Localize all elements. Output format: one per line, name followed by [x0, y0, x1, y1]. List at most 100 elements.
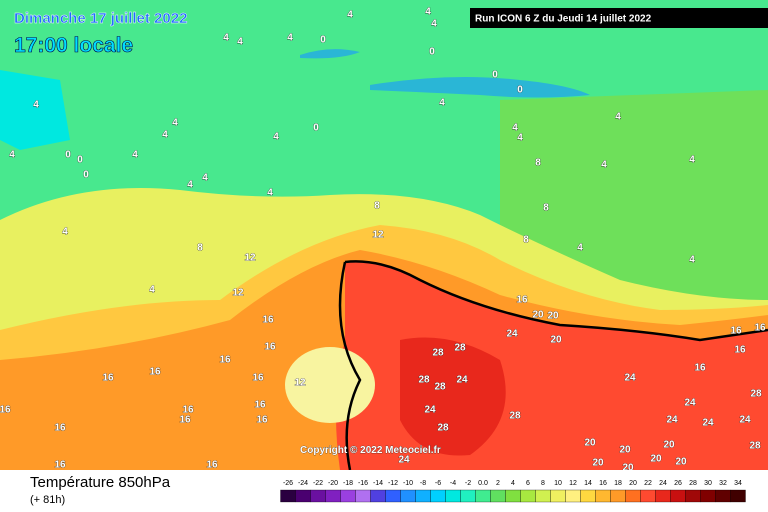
isotherm-label: 4: [512, 123, 518, 134]
hot-zone: [400, 337, 506, 456]
scale-label: -2: [465, 480, 471, 487]
isotherm-label: 4: [431, 19, 437, 30]
scale-swatch: [670, 489, 686, 503]
isotherm-label: 4: [425, 7, 431, 18]
isotherm-label: 16: [694, 363, 706, 374]
isotherm-label: 24: [398, 455, 410, 466]
scale-label: 0.0: [478, 480, 488, 487]
isotherm-label: 28: [434, 382, 446, 393]
scale-label: -24: [298, 480, 308, 487]
isotherm-label: 16: [734, 345, 746, 356]
isotherm-label: 24: [456, 375, 468, 386]
isotherm-label: 20: [550, 335, 562, 346]
isotherm-label: 12: [372, 230, 384, 241]
isotherm-line: [338, 261, 362, 471]
scale-swatch: [430, 489, 446, 503]
isotherm-label: 16: [516, 295, 528, 306]
isotherm-label: 24: [424, 405, 436, 416]
scale-swatch: [490, 489, 506, 503]
scale-swatch: [535, 489, 551, 503]
isotherm-label: 0: [313, 123, 319, 134]
isotherm-label: 16: [179, 415, 191, 426]
scale-swatch: [595, 489, 611, 503]
isotherm-label: 4: [9, 150, 15, 161]
isotherm-label: 16: [754, 323, 766, 334]
isotherm-label: 4: [202, 173, 208, 184]
legend-title: Température 850hPa: [30, 474, 171, 491]
isotherm-label: 24: [666, 415, 678, 426]
isotherm-label: 4: [517, 133, 523, 144]
isotherm-label: 28: [418, 375, 430, 386]
isotherm-label: 8: [535, 158, 541, 169]
scale-label: 30: [704, 480, 712, 487]
scale-swatch: [655, 489, 671, 503]
scale-label: -16: [358, 480, 368, 487]
scale-label: 34: [734, 480, 742, 487]
cold-zone: [370, 76, 590, 98]
isotherm-label: 16: [54, 460, 66, 471]
isotherm-label: 20: [650, 454, 662, 465]
isotherm-label: 16: [219, 355, 231, 366]
isotherm-label: 16: [252, 373, 264, 384]
scale-label: -22: [313, 480, 323, 487]
isotherm-label: 20: [619, 445, 631, 456]
isotherm-label: 28: [432, 348, 444, 359]
isotherm-label: 16: [254, 400, 266, 411]
scale-label: 14: [584, 480, 592, 487]
scale-label: -26: [283, 480, 293, 487]
isotherm-label: 28: [509, 411, 521, 422]
scale-label: 16: [599, 480, 607, 487]
isotherm-label: 4: [149, 285, 155, 296]
isotherm-label: 4: [689, 255, 695, 266]
scale-swatch: [295, 489, 311, 503]
scale-label: 20: [629, 480, 637, 487]
run-info: Run ICON 6 Z du Jeudi 14 juillet 2022: [475, 14, 652, 25]
isotherm-label: 12: [244, 253, 256, 264]
scale-swatch: [370, 489, 386, 503]
scale-label: -8: [420, 480, 426, 487]
cold-zone: [300, 49, 360, 59]
scale-swatch: [310, 489, 326, 503]
isotherm-label: 4: [237, 37, 243, 48]
isotherm-label: 4: [267, 188, 273, 199]
scale-swatch: [610, 489, 626, 503]
isotherm-label: 16: [256, 415, 268, 426]
isotherm-label: 4: [439, 98, 445, 109]
isotherm-label: 4: [162, 130, 168, 141]
isotherm-label: 12: [232, 288, 244, 299]
isotherm-label: 24: [506, 329, 518, 340]
isotherm-label: 16: [149, 367, 161, 378]
lead-time: (+ 81h): [30, 494, 65, 506]
isotherm-label: 8: [543, 203, 549, 214]
isotherm-label: 16: [182, 405, 194, 416]
scale-swatch: [355, 489, 371, 503]
copyright: Copyright © 2022 Meteociel.fr: [300, 445, 441, 456]
run-box: [470, 8, 768, 28]
date: Dimanche 17 juillet 2022: [14, 10, 187, 27]
scale-swatch: [565, 489, 581, 503]
isotherm-label: 16: [0, 405, 11, 416]
scale-swatch: [385, 489, 401, 503]
isotherm-label: 0: [320, 35, 326, 46]
scale-swatch: [415, 489, 431, 503]
isotherm-label: 4: [187, 180, 193, 191]
scale-label: 12: [569, 480, 577, 487]
isotherm-label: 8: [374, 201, 380, 212]
isotherm-label: 28: [750, 389, 762, 400]
scale-swatch: [340, 489, 356, 503]
isotherm-label: 4: [689, 155, 695, 166]
scale-swatch: [325, 489, 341, 503]
isotherm-label: 20: [675, 457, 687, 468]
scale-label: 2: [496, 480, 500, 487]
isotherm-label: 20: [547, 311, 559, 322]
isotherm-label: 20: [663, 440, 675, 451]
isotherm-label: 16: [206, 460, 218, 471]
scale-swatch: [625, 489, 641, 503]
scale-label: 10: [554, 480, 562, 487]
isotherm-label: 0: [83, 170, 89, 181]
isotherm-label: 28: [437, 423, 449, 434]
isotherm-label: 8: [197, 243, 203, 254]
scale-label: 24: [659, 480, 667, 487]
scale-label: -20: [328, 480, 338, 487]
